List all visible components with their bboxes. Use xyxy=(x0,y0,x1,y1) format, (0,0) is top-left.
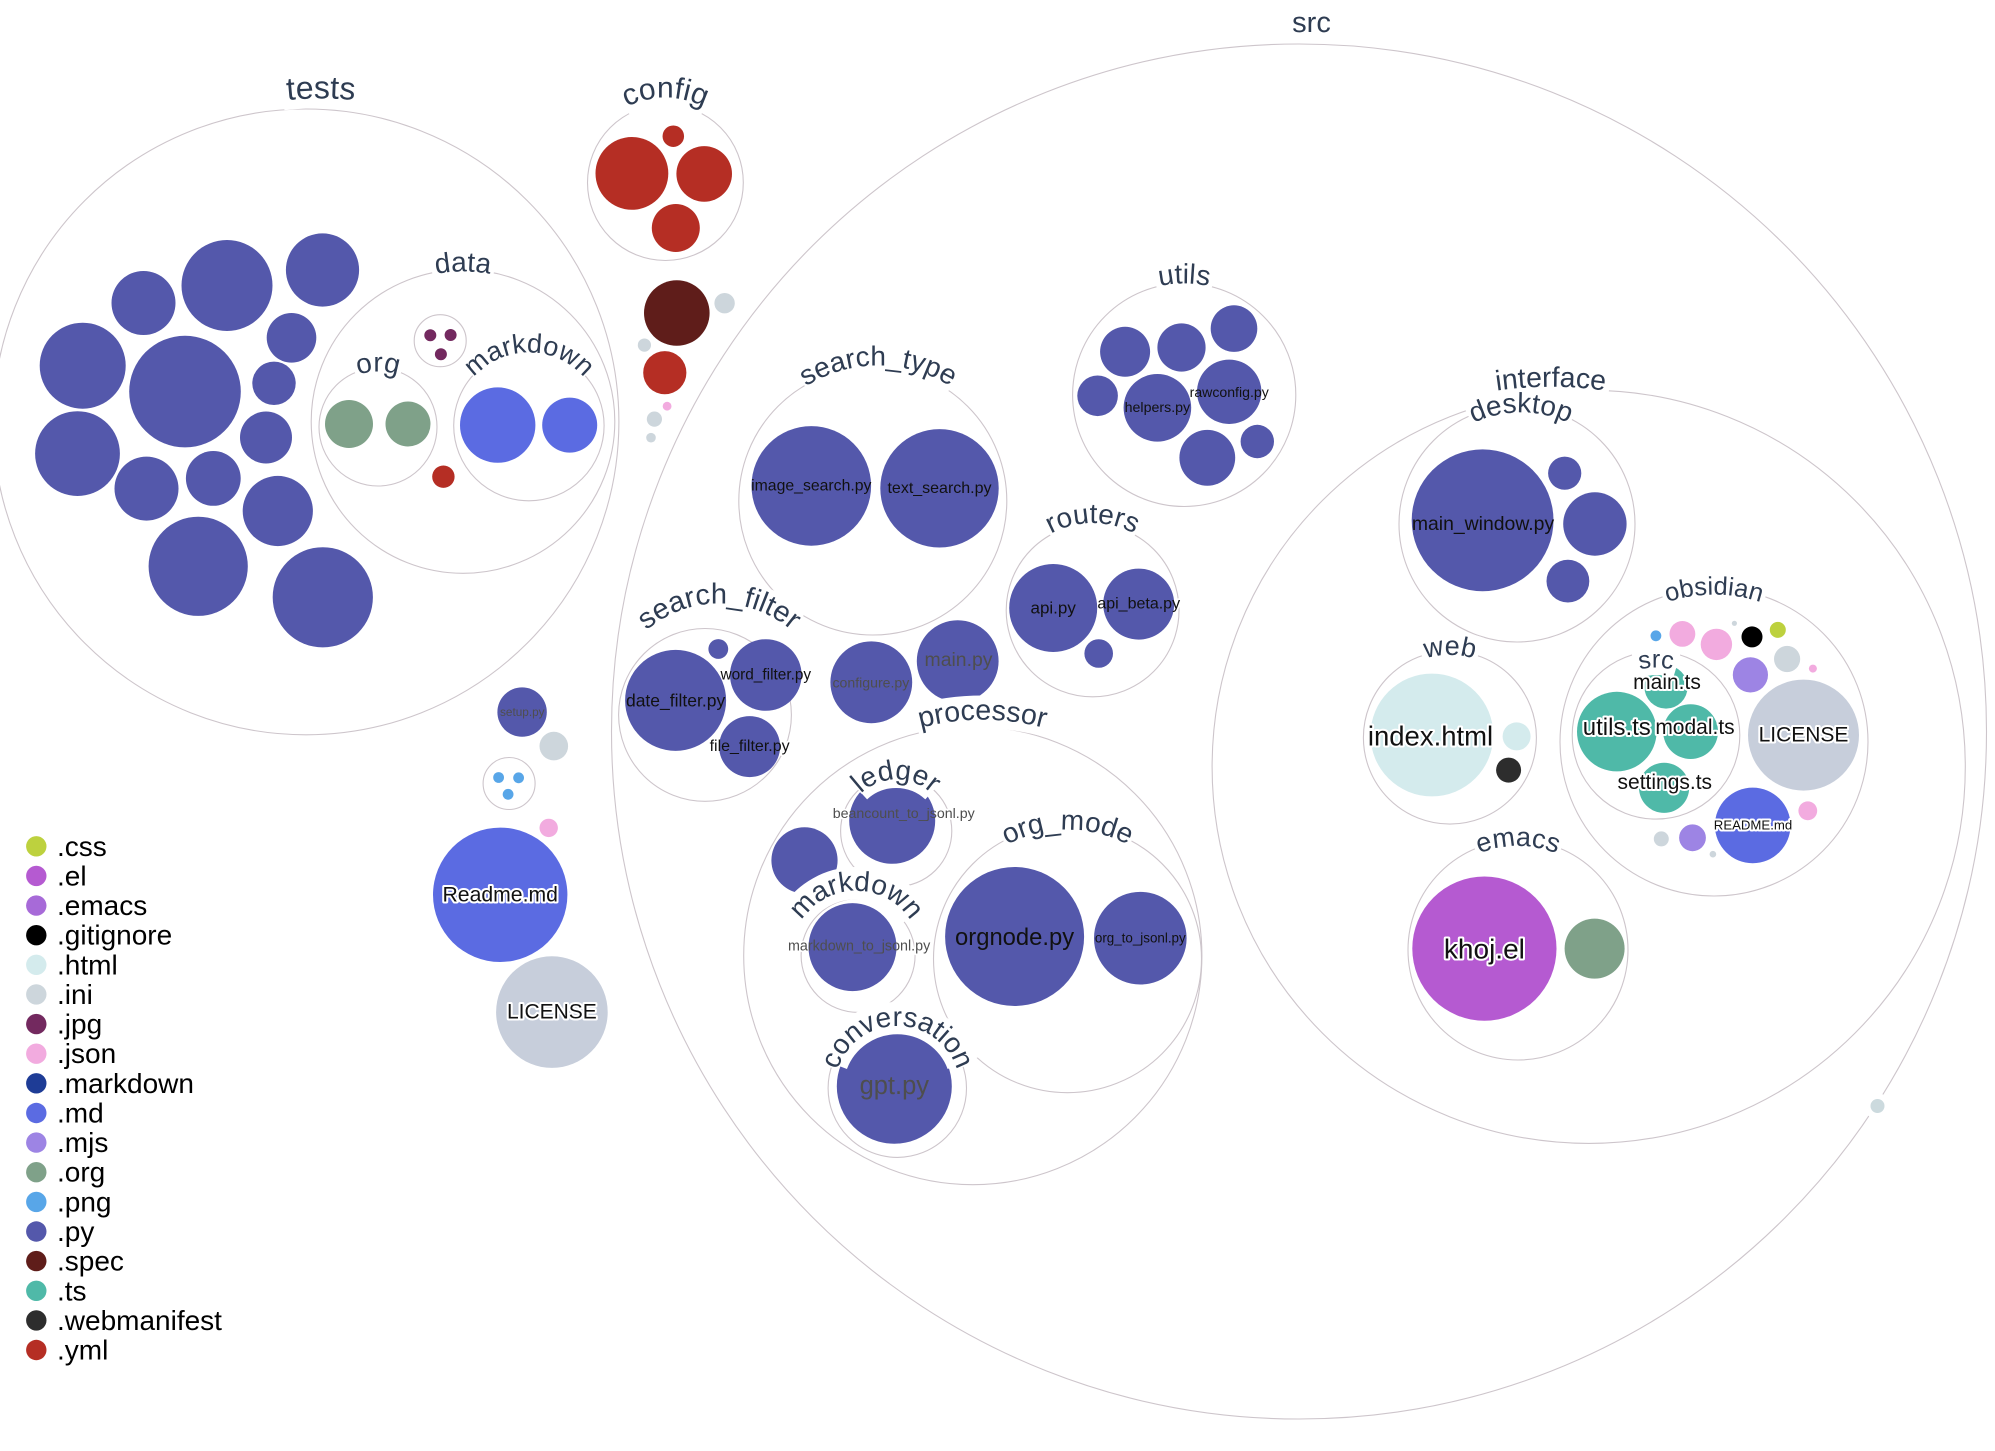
svg-text:modal.ts: modal.ts xyxy=(1655,716,1734,739)
svg-text:.org: .org xyxy=(57,1157,105,1188)
svg-text:src: src xyxy=(1292,7,1331,39)
svg-text:markdown_to_jsonl.py: markdown_to_jsonl.py xyxy=(788,938,931,954)
svg-text:data: data xyxy=(433,246,494,279)
svg-text:main_window.py: main_window.py xyxy=(1412,513,1555,535)
svg-text:org: org xyxy=(353,346,404,380)
svg-text:helpers.py: helpers.py xyxy=(1125,400,1191,416)
svg-text:.markdown: .markdown xyxy=(57,1068,194,1099)
svg-text:main.py: main.py xyxy=(925,649,993,671)
svg-text:.ts: .ts xyxy=(57,1275,87,1306)
svg-text:api_beta.py: api_beta.py xyxy=(1097,596,1180,613)
svg-text:.jpg: .jpg xyxy=(57,1009,102,1040)
svg-text:.css: .css xyxy=(57,831,107,862)
svg-text:word_filter.py: word_filter.py xyxy=(719,667,811,684)
svg-text:gpt.py: gpt.py xyxy=(860,1072,930,1100)
svg-text:beancount_to_jsonl.py: beancount_to_jsonl.py xyxy=(833,806,976,822)
svg-text:.png: .png xyxy=(57,1186,112,1217)
svg-text:LICENSE: LICENSE xyxy=(1759,724,1849,747)
svg-text:.yml: .yml xyxy=(57,1335,108,1366)
svg-text:.md: .md xyxy=(57,1098,104,1129)
svg-text:api.py: api.py xyxy=(1031,599,1077,618)
svg-text:rawconfig.py: rawconfig.py xyxy=(1190,384,1270,400)
svg-text:.json: .json xyxy=(57,1038,116,1069)
svg-text:main.ts: main.ts xyxy=(1633,671,1701,694)
svg-text:web: web xyxy=(1420,631,1479,664)
svg-text:.emacs: .emacs xyxy=(57,890,147,921)
svg-text:README.md: README.md xyxy=(1714,817,1792,832)
svg-text:LICENSE: LICENSE xyxy=(507,1001,597,1024)
svg-text:.spec: .spec xyxy=(57,1246,124,1277)
svg-text:orgnode.py: orgnode.py xyxy=(955,924,1074,951)
svg-text:.mjs: .mjs xyxy=(57,1127,108,1158)
svg-text:configure.py: configure.py xyxy=(833,675,911,691)
svg-text:index.html: index.html xyxy=(1368,721,1493,752)
svg-text:utils.ts: utils.ts xyxy=(1583,714,1651,741)
svg-text:.ini: .ini xyxy=(57,979,93,1010)
svg-text:org_to_jsonl.py: org_to_jsonl.py xyxy=(1095,931,1186,946)
svg-text:text_search.py: text_search.py xyxy=(887,480,991,497)
svg-text:.webmanifest: .webmanifest xyxy=(57,1305,222,1336)
svg-text:setup.py: setup.py xyxy=(500,705,545,719)
svg-text:.gitignore: .gitignore xyxy=(57,920,172,951)
svg-text:khoj.el: khoj.el xyxy=(1444,934,1525,965)
svg-text:date_filter.py: date_filter.py xyxy=(626,690,725,711)
svg-text:interface: interface xyxy=(1493,362,1608,398)
svg-text:Readme.md: Readme.md xyxy=(442,883,557,906)
svg-text:utils: utils xyxy=(1156,258,1213,292)
svg-text:file_filter.py: file_filter.py xyxy=(710,738,790,755)
svg-text:.py: .py xyxy=(57,1216,94,1247)
svg-text:src: src xyxy=(1636,645,1676,675)
svg-text:settings.ts: settings.ts xyxy=(1618,771,1713,794)
svg-text:.html: .html xyxy=(57,949,118,980)
svg-text:image_search.py: image_search.py xyxy=(751,478,871,495)
svg-text:.el: .el xyxy=(57,860,87,891)
